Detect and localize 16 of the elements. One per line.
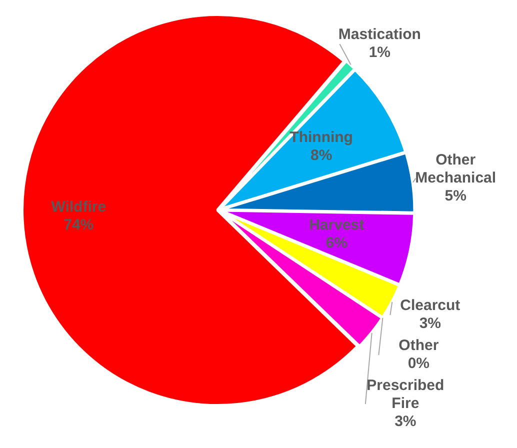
slice-label: Harvest bbox=[309, 216, 364, 234]
slice-label: Prescribed Fire bbox=[366, 377, 444, 412]
slice-label: Mastication bbox=[338, 26, 421, 44]
slice-label: Wildfire bbox=[51, 198, 106, 216]
text: 0% bbox=[408, 355, 430, 372]
data-label: 8% bbox=[310, 147, 332, 164]
slice-label: Other Mechanical bbox=[415, 152, 496, 187]
data-label: 6% bbox=[326, 234, 348, 252]
slice-label: Clearcut bbox=[400, 297, 460, 314]
data-label: 3% bbox=[394, 413, 416, 430]
data-label: 5% bbox=[444, 188, 466, 205]
slice-label: Thinning bbox=[290, 129, 353, 146]
category-label: Other bbox=[398, 337, 439, 354]
data-label: 74% bbox=[64, 216, 94, 234]
data-label: 1% bbox=[368, 44, 391, 62]
data-label: 3% bbox=[419, 315, 442, 332]
